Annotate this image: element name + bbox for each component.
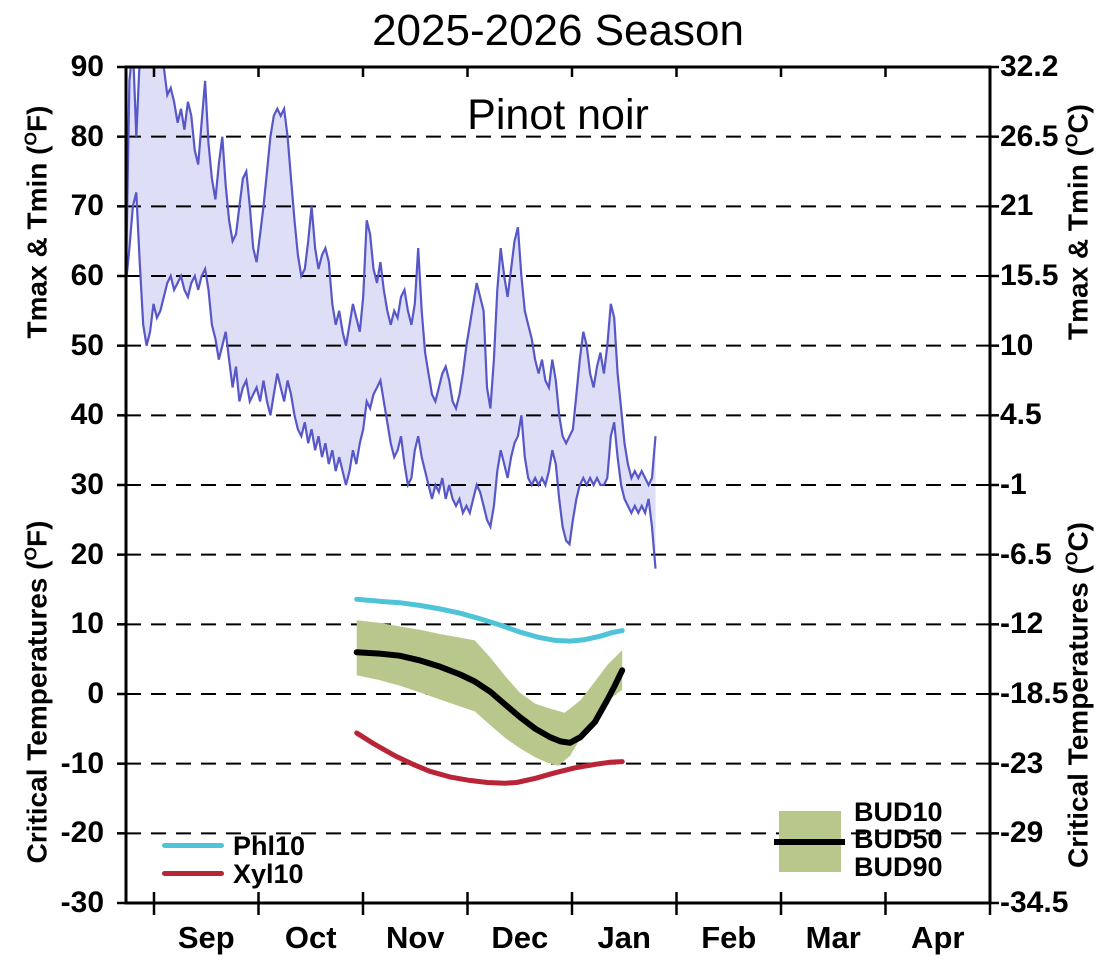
phl10-line (354, 596, 625, 644)
y-tick-label-left: -30 (60, 886, 104, 919)
y-tick-label-right: -29 (1000, 816, 1044, 850)
tmax-line (126, 67, 657, 488)
y-tick-label-right: 10 (1000, 328, 1034, 362)
y-tick-label-right: 4.5 (1000, 398, 1042, 432)
x-tick-label-mar: Mar (805, 920, 861, 955)
chart-subtitle: Pinot noir (467, 91, 649, 139)
y-tick-label-left: 70 (70, 189, 104, 223)
bud50-line (353, 649, 626, 746)
y-tick-label-right: -34.5 (1000, 886, 1069, 919)
axis-title-text: Tmax & Tmin ( (21, 145, 53, 339)
axis-title-text: Tmax & Tmin ( (1062, 147, 1094, 340)
axis-title-text: Critical Temperatures ( (1062, 565, 1094, 868)
y-tick-label-left: 10 (70, 607, 104, 641)
y-tick-label-right: -1 (1000, 468, 1027, 501)
tmin-line (126, 192, 657, 569)
y-tick-label-right: -12 (1000, 607, 1044, 641)
chart-title: 2025-2026 Season (372, 6, 744, 55)
phl10-legend-line (162, 843, 224, 848)
x-tick-label-apr: Apr (911, 920, 965, 955)
xyl10-legend-label: Xyl10 (233, 859, 304, 889)
bud50-legend-line (774, 839, 845, 845)
y-tick-label-left: 80 (70, 119, 104, 153)
bud50-legend-label: BUD50 (854, 824, 943, 854)
y-tick-label-right: 32.2 (1000, 50, 1059, 83)
y-tick-label-right: -18.5 (1000, 677, 1069, 710)
axis-title-text: C) (1062, 104, 1094, 134)
x-tick-label-sep: Sep (177, 920, 235, 955)
bud10-legend-label: BUD10 (854, 797, 943, 827)
y-tick-label-right: -6.5 (1000, 537, 1052, 571)
y-axis-title-right-top: Tmax & Tmin (OC) (1061, 104, 1094, 340)
x-tick-label-nov: Nov (385, 920, 445, 955)
y-tick-label-left: -10 (60, 746, 104, 780)
y-tick-label-left: 20 (70, 537, 104, 571)
y-tick-label-left: -20 (60, 816, 104, 850)
y-tick-label-left: 30 (70, 468, 104, 501)
x-tick-label-feb: Feb (701, 920, 757, 955)
tmax-tmin-band-fill (126, 67, 656, 569)
y-tick-label-right: 21 (1000, 189, 1034, 223)
x-tick-label-jan: Jan (597, 920, 651, 955)
axis-title-text: C) (1062, 522, 1094, 552)
degree-superscript: O (1061, 551, 1082, 566)
y-tick-label-left: 40 (70, 398, 104, 432)
xyl10-legend-line (162, 871, 224, 876)
bud90-legend-label: BUD90 (854, 852, 943, 882)
x-tick-label-oct: Oct (284, 920, 337, 955)
y-tick-label-left: 50 (70, 328, 104, 362)
phl10-legend-label: Phl10 (233, 831, 306, 861)
y-tick-label-left: 0 (87, 677, 104, 710)
y-tick-label-right: -23 (1000, 746, 1044, 780)
y-tick-label-right: 15.5 (1000, 259, 1059, 292)
y-tick-label-left: 90 (70, 50, 104, 83)
y-tick-label-right: 26.5 (1000, 119, 1059, 153)
y-tick-label-left: 60 (70, 259, 104, 292)
xyl10-line (354, 730, 625, 786)
x-tick-label-dec: Dec (491, 920, 549, 955)
degree-superscript: O (1061, 133, 1082, 148)
